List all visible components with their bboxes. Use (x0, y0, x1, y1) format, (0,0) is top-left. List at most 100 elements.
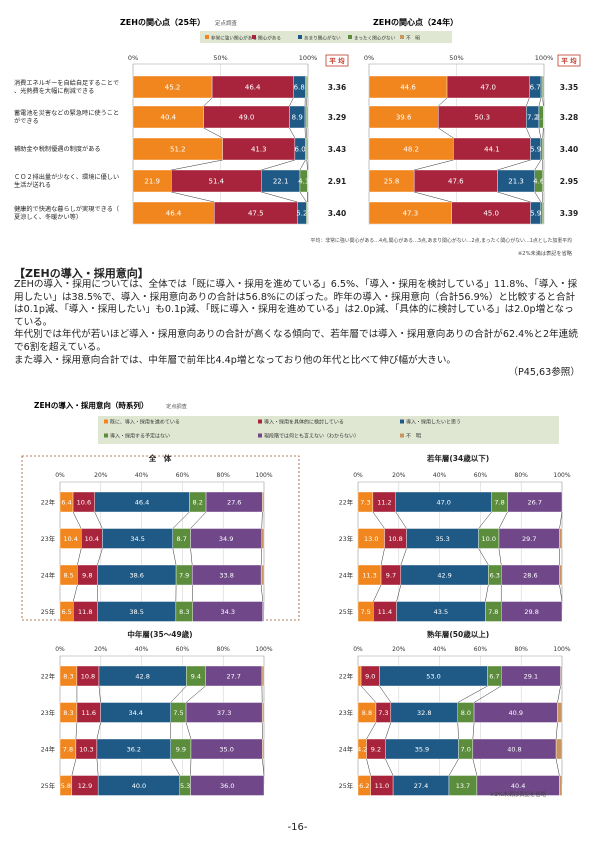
adoption-bar-segment (262, 601, 265, 622)
section-paragraph-2: 年代別では年代が若いほど導入・採用意向ありの合計が高くなる傾向で、若年層では導入… (14, 329, 578, 353)
adoption-connector-line (379, 685, 392, 703)
interest-bar-label: 44.1 (484, 146, 500, 154)
adoption-connector-line (385, 758, 394, 776)
adoption-bar-label: 37.3 (217, 709, 231, 717)
interest-axis-tick: 50% (449, 54, 463, 62)
interest-bar-label: 5.9 (530, 146, 541, 154)
adoption-axis-tick: 0% (353, 472, 363, 479)
adoption-bar-label: 8.3 (63, 709, 73, 717)
adoption-bar-label: 8.7 (177, 535, 187, 543)
adoption-axis-tick: 60% (474, 472, 488, 479)
section-reference: （P45,63参照） (508, 367, 580, 379)
adoption-connector-line (172, 548, 177, 566)
adoption-bar-label: 13.0 (364, 535, 378, 543)
interest-connector-line (438, 127, 454, 139)
adoption-bar-segment (357, 665, 362, 687)
interest-bar-label: 47.6 (448, 178, 464, 186)
adoption-connector-line (380, 548, 385, 566)
interest-connector-line (203, 97, 213, 107)
adoption-connector-line (498, 548, 502, 566)
adoption-year-label: 24年 (41, 571, 55, 580)
adoption-bar-label: 7.5 (173, 709, 183, 717)
interest-legend-swatch (298, 35, 302, 39)
interest-footnote: 平均：非常に強い関心がある…4点,関心がある…3点,あまり関心がない…2点,まっ… (311, 237, 573, 244)
interest-axis-tick: 50% (213, 54, 227, 62)
interest-legend-label: 不 明 (406, 36, 420, 42)
interest-legend-label: まったく関心がない (354, 35, 396, 42)
interest-subtitle-25: 定点調査 (215, 19, 238, 27)
adoption-bar-label: 40.9 (509, 709, 523, 717)
interest-bar-label: 6.8 (294, 84, 305, 92)
adoption-bar-label: 36.2 (127, 746, 141, 754)
adoption-connector-line (457, 685, 488, 703)
interest-average-value: 3.36 (328, 83, 347, 92)
interest-average-value: 3.40 (560, 145, 579, 154)
adoption-bar-label: 5.3 (180, 782, 190, 790)
adoption-connector-line (260, 548, 263, 566)
adoption-bar-label: 28.6 (523, 572, 537, 580)
adoption-bar-label: 42.9 (437, 572, 451, 580)
interest-bar-segment (305, 137, 307, 161)
adoption-year-label: 23年 (41, 534, 55, 543)
adoption-year-label: 22年 (339, 498, 353, 507)
adoption-bar-label: 10.4 (63, 535, 77, 543)
adoption-bar-label: 11.4 (378, 608, 392, 616)
interest-bar-label: 50.3 (475, 114, 491, 122)
adoption-year-label: 25年 (41, 781, 55, 790)
adoption-connector-line (94, 511, 103, 529)
adoption-bar-segment (557, 702, 563, 723)
interest-legend-swatch (252, 35, 256, 39)
adoption-bar-segment (260, 564, 265, 586)
adoption-year-label: 25年 (339, 781, 353, 790)
interest-bar-segment (307, 201, 309, 225)
adoption-bar-label: 33.8 (219, 572, 233, 580)
adoption-bar-label: 9.4 (191, 673, 201, 681)
adoption-bar-label: 11.8 (78, 608, 92, 616)
adoption-bar-label: 9.2 (371, 746, 381, 754)
adoption-bar-label: 11.0 (375, 782, 389, 790)
interest-legend: 非常に強い関心がある 関心がある あまり関心がない まったく関心がない 不 明 (205, 35, 420, 42)
adoption-bar-label: 5.8 (61, 782, 71, 790)
interest-connector-line (414, 159, 454, 171)
adoption-legend-swatch (258, 419, 262, 424)
adoption-year-label: 25年 (41, 607, 55, 616)
interest-connector-line (534, 159, 542, 171)
interest-bar-label: 47.3 (403, 210, 419, 218)
adoption-legend-swatch (400, 419, 404, 424)
interest-bar-segment (540, 75, 543, 99)
adoption-bar-segment (501, 601, 563, 622)
interest-bar-label: 51.2 (170, 146, 186, 154)
adoption-connector-line (172, 511, 190, 529)
interest-bar-label: 51.4 (209, 178, 225, 186)
interest-bar-label: 44.6 (400, 84, 416, 92)
interest-average-value: 3.40 (328, 209, 347, 218)
adoption-bar-label: 10.6 (77, 499, 91, 507)
adoption-bar-label: 7.8 (63, 746, 73, 754)
adoption-axis-tick: 60% (176, 472, 190, 479)
adoption-year-label: 24年 (339, 571, 353, 580)
adoption-legend: 既に、導入・採用を進めている 導入・採用を具体的に検討している 導入・採用したいと思… (104, 419, 461, 440)
adoption-bar-label: 34.9 (219, 535, 233, 543)
adoption-connector-line (372, 511, 385, 529)
interest-legend-label: 関心がある (258, 35, 281, 42)
adoption-bar-segment (261, 665, 265, 687)
adoption-bar-label: 10.4 (85, 535, 99, 543)
adoption-legend-swatch (104, 433, 108, 438)
interest-bar-segment (540, 137, 543, 161)
adoption-bar-label: 8.3 (63, 673, 73, 681)
interest-title-24: ZEHの関心点（24年） (373, 17, 458, 27)
interest-bar-label: 5.2 (296, 210, 307, 218)
adoption-title: ZEHの導入・採用意向（時系列） (34, 400, 148, 410)
adoption-axis-tick: 80% (515, 472, 529, 479)
interest-bar-label: 47.0 (480, 84, 496, 92)
adoption-bar-label: 7.9 (179, 572, 189, 580)
adoption-year-label: 24年 (339, 745, 353, 754)
interest-bar-segment (306, 137, 309, 161)
adoption-axis-tick: 40% (433, 646, 447, 653)
adoption-bar-label: 34.3 (221, 608, 235, 616)
adoption-connector-line (71, 758, 77, 776)
interest-legend-swatch (400, 35, 404, 39)
interest-bar-segment (543, 105, 545, 129)
interest-bar-label: 48.2 (403, 146, 419, 154)
adoption-bar-label: 8.8 (362, 709, 372, 717)
